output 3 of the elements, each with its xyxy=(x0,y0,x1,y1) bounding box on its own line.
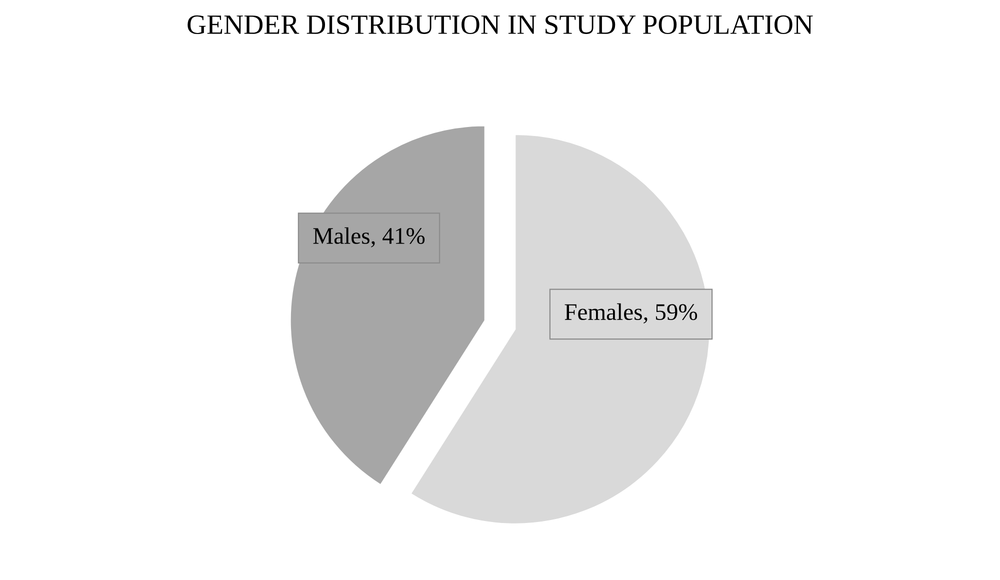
chart-title: GENDER DISTRIBUTION IN STUDY POPULATION xyxy=(188,15,813,34)
slice-label: Males, 41% xyxy=(313,227,425,248)
slice-label: Females, 59% xyxy=(564,303,698,324)
